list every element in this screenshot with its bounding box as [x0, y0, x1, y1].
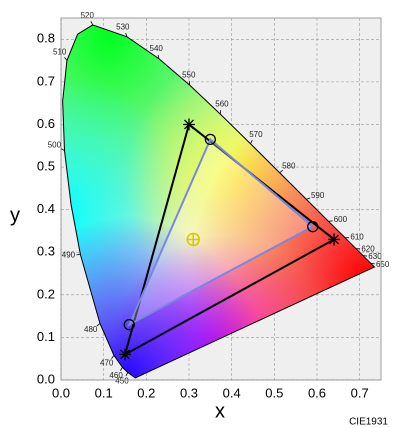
gamut-point	[123, 318, 135, 331]
x-tick-label: 0.4	[223, 385, 241, 400]
locus-tick	[306, 197, 311, 200]
wavelength-label: 520	[81, 11, 95, 20]
locus-tick	[250, 140, 253, 144]
wavelength-label: 550	[182, 70, 196, 79]
y-tick-label: 0.6	[37, 116, 55, 131]
x-tick-label: 0.0	[52, 385, 70, 400]
locus-tick	[119, 367, 123, 371]
y-tick-label: 0.8	[37, 31, 55, 46]
gamut-point	[119, 348, 131, 361]
locus-tick	[279, 169, 283, 174]
locus-tick	[64, 57, 68, 61]
caption: CIE1931	[349, 417, 388, 428]
locus-tick	[157, 54, 160, 59]
wavelength-label: 560	[215, 99, 229, 108]
y-axis-label: y	[10, 204, 20, 226]
y-tick-label: 0.7	[37, 73, 55, 88]
wavelength-label: 600	[334, 215, 348, 224]
white-point	[186, 232, 201, 247]
plot-frame	[60, 17, 382, 381]
y-tick-label: 0.3	[37, 244, 55, 259]
gamut-point	[307, 221, 319, 233]
wavelength-label: 510	[53, 48, 67, 57]
gamut-triangle	[127, 137, 315, 327]
locus-tick	[111, 355, 115, 359]
y-tick-label: 0.1	[37, 329, 55, 344]
gamut-point	[183, 118, 195, 131]
x-axis-label: x	[215, 400, 225, 422]
wavelength-label: 470	[100, 358, 114, 367]
wavelength-label: 480	[84, 325, 98, 334]
wavelength-label: 610	[350, 233, 364, 242]
wavelength-label: 620	[361, 244, 375, 253]
y-tick-label: 0.0	[37, 371, 55, 386]
y-tick-label: 0.5	[37, 158, 55, 173]
locus-tick	[60, 148, 65, 152]
x-tick-label: 0.2	[137, 385, 155, 400]
wavelength-label: 650	[376, 260, 390, 269]
gamut-point	[204, 133, 216, 146]
x-tick-label: 0.7	[351, 385, 369, 400]
y-tick-label: 0.4	[37, 201, 55, 216]
locus-tick	[90, 21, 94, 26]
spectral-locus	[62, 24, 376, 379]
locus-tick	[370, 262, 375, 265]
x-tick-label: 0.6	[308, 385, 326, 400]
wavelength-label: 630	[368, 252, 382, 261]
gamut-point	[328, 233, 341, 246]
wavelength-label: 580	[282, 161, 296, 170]
wavelength-label: 500	[48, 140, 62, 149]
locus-tick	[125, 372, 129, 377]
x-tick-label: 0.5	[265, 385, 283, 400]
locus-tick	[125, 32, 128, 37]
wavelength-label: 530	[116, 23, 130, 32]
locus-tick	[219, 110, 222, 115]
wavelength-label: 490	[62, 251, 76, 260]
y-tick-label: 0.2	[37, 286, 55, 301]
wavelength-label: 540	[150, 44, 164, 53]
locus-tick	[96, 323, 101, 327]
x-tick-label: 0.3	[180, 385, 198, 400]
x-tick-label: 0.1	[95, 385, 113, 400]
wavelength-label: 570	[249, 130, 263, 139]
wavelength-label: 450	[115, 376, 129, 385]
locus-tick	[328, 220, 333, 222]
wavelength-label: 460	[109, 371, 123, 380]
wavelength-label: 590	[311, 191, 325, 200]
